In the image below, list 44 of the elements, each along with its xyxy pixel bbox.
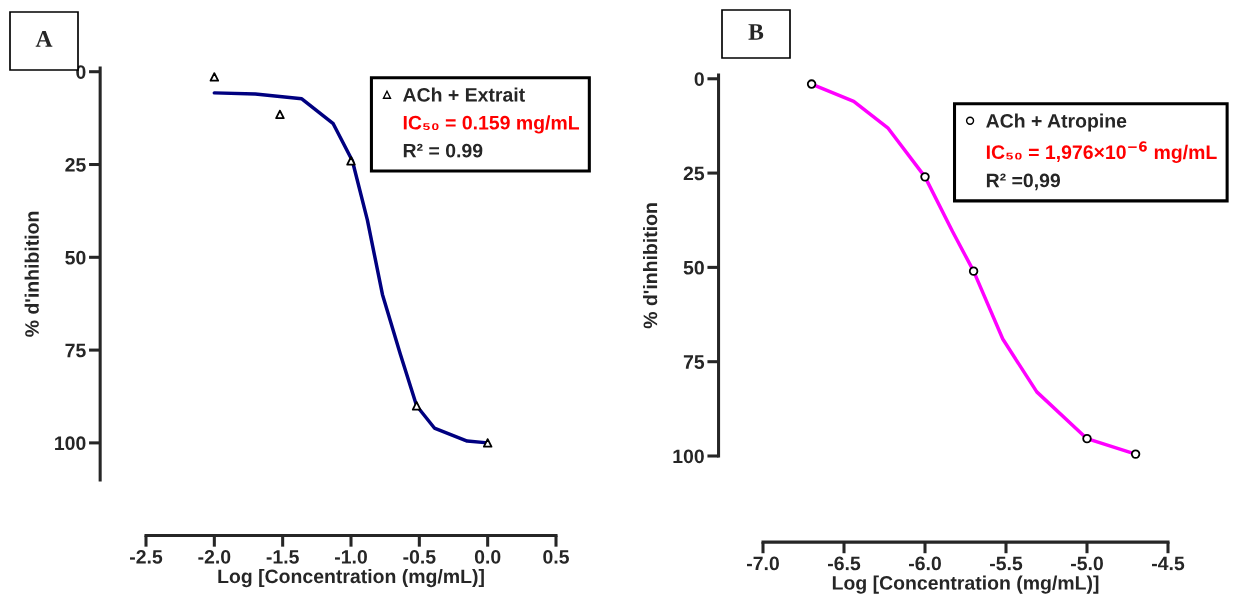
x-tick-label: -1.5 bbox=[266, 550, 299, 564]
x-tick-label: -0.5 bbox=[403, 549, 436, 564]
y-axis-title: % d'inhibition bbox=[642, 203, 658, 329]
annotation: R² = 0.99 bbox=[403, 143, 483, 158]
x-tick-label: 0.0 bbox=[474, 549, 501, 564]
x-tick-label: -1.0 bbox=[335, 549, 367, 564]
y-tick-label: 50 bbox=[683, 260, 704, 275]
point bbox=[209, 72, 220, 82]
chart-title: A bbox=[35, 31, 53, 47]
y-tick-label: 100 bbox=[673, 449, 704, 464]
point bbox=[346, 156, 356, 166]
x-axis-title: Log [Concentration (mg/mL)] bbox=[218, 568, 484, 588]
x-tick-label: -7.0 bbox=[747, 556, 779, 571]
point bbox=[411, 401, 422, 411]
y-tick-label: 100 bbox=[55, 436, 86, 451]
y-tick-label: 25 bbox=[65, 157, 86, 172]
y-tick-label: 50 bbox=[65, 250, 86, 265]
x-tick-label: -5.5 bbox=[990, 556, 1023, 571]
point bbox=[968, 266, 979, 276]
y-tick-label: 75 bbox=[65, 343, 86, 358]
y-axis-title: % d'inhibition bbox=[24, 211, 39, 337]
y-tick-label: 0 bbox=[694, 72, 704, 87]
annotation: R² =0,99 bbox=[986, 173, 1061, 191]
annotation: IC₅₀ = 1,976×10$^{−6}$ mg/mL bbox=[986, 141, 1217, 163]
y-tick-label: 75 bbox=[683, 355, 705, 369]
point bbox=[806, 79, 817, 89]
point bbox=[275, 109, 285, 120]
point bbox=[1130, 449, 1141, 459]
x-tick-label: -5.0 bbox=[1071, 556, 1103, 571]
point bbox=[482, 438, 493, 448]
y-tick-label: 25 bbox=[683, 166, 705, 181]
x-tick-label: -2.0 bbox=[198, 549, 231, 564]
legend-label: ACh + Atropine bbox=[986, 113, 1127, 132]
x-tick-label: -4.5 bbox=[1152, 556, 1185, 571]
x-tick-label: -6.5 bbox=[828, 556, 861, 571]
x-axis-title: Log [Concentration (mg/mL)] bbox=[832, 575, 1099, 594]
x-tick-label: 0.5 bbox=[543, 549, 569, 564]
annotation: IC₅₀ = 0.159 mg/mL bbox=[403, 115, 580, 134]
chart-title: B bbox=[748, 24, 764, 40]
point bbox=[920, 172, 930, 182]
legend-label: ACh + Extrait bbox=[403, 87, 525, 102]
x-tick-label: -6.0 bbox=[909, 556, 941, 571]
point bbox=[1082, 433, 1092, 444]
x-tick-label: -2.5 bbox=[130, 549, 163, 564]
